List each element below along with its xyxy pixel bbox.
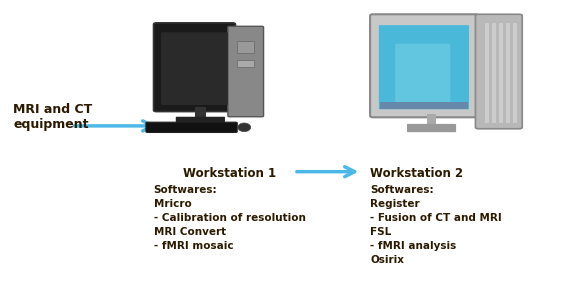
FancyBboxPatch shape (195, 107, 206, 119)
FancyBboxPatch shape (379, 25, 469, 109)
FancyBboxPatch shape (370, 14, 479, 117)
FancyBboxPatch shape (506, 23, 510, 123)
FancyBboxPatch shape (228, 26, 263, 117)
FancyBboxPatch shape (513, 23, 517, 123)
FancyBboxPatch shape (427, 114, 436, 126)
FancyBboxPatch shape (485, 23, 489, 123)
FancyBboxPatch shape (176, 117, 225, 125)
Text: MRI and CT
equipment: MRI and CT equipment (13, 103, 92, 131)
FancyBboxPatch shape (395, 44, 450, 102)
FancyBboxPatch shape (161, 32, 228, 105)
FancyBboxPatch shape (407, 124, 456, 132)
FancyBboxPatch shape (492, 23, 496, 123)
Text: Workstation 1: Workstation 1 (183, 167, 276, 180)
Ellipse shape (238, 123, 250, 131)
FancyBboxPatch shape (499, 23, 503, 123)
FancyBboxPatch shape (146, 122, 237, 132)
FancyBboxPatch shape (236, 60, 254, 67)
FancyBboxPatch shape (236, 41, 254, 53)
FancyBboxPatch shape (476, 14, 522, 129)
Text: Workstation 2: Workstation 2 (370, 167, 463, 180)
Text: Softwares:
Mricro
- Calibration of resolution
MRI Convert
- fMRI mosaic: Softwares: Mricro - Calibration of resol… (153, 185, 305, 251)
FancyBboxPatch shape (153, 23, 235, 112)
FancyBboxPatch shape (380, 101, 468, 109)
Text: Softwares:
Register
- Fusion of CT and MRI
FSL
- fMRI analysis
Osirix: Softwares: Register - Fusion of CT and M… (370, 185, 502, 264)
